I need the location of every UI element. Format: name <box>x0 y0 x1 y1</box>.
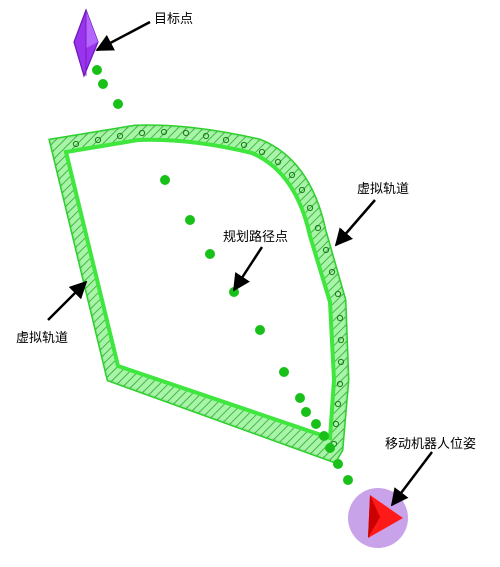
track-marker <box>258 148 266 156</box>
label-planned-path-points: 规划路径点 <box>223 229 288 245</box>
label-virtual-track-left: 虚拟轨道 <box>16 331 68 346</box>
annotation-arrows <box>47 20 433 507</box>
path-point <box>279 367 289 377</box>
path-point <box>325 443 335 453</box>
track-marker <box>182 129 190 137</box>
track-marker <box>336 380 344 388</box>
track-marker <box>94 136 102 144</box>
track-marker <box>306 204 314 212</box>
track-marker <box>337 336 345 344</box>
path-point <box>343 475 353 485</box>
track-marker <box>334 400 342 408</box>
arrow-robot <box>390 451 433 507</box>
path-point <box>255 325 265 335</box>
track-marker <box>336 314 344 322</box>
virtual-track-markers <box>72 128 345 448</box>
track-marker <box>337 358 345 366</box>
path-point <box>319 431 329 441</box>
track-marker <box>274 158 282 166</box>
track-marker <box>332 420 340 428</box>
track-marker <box>322 246 330 254</box>
track-marker <box>72 140 80 148</box>
path-point <box>301 407 311 417</box>
path-point <box>185 215 195 225</box>
track-marker <box>334 290 342 298</box>
path-point <box>333 459 343 469</box>
path-point <box>92 65 102 75</box>
path-point <box>311 419 321 429</box>
arrow-track-right <box>334 199 376 247</box>
track-marker <box>328 268 336 276</box>
track-marker <box>160 128 168 136</box>
track-marker <box>222 136 230 144</box>
arrow-track-left <box>47 280 88 321</box>
label-virtual-track-right: 虚拟轨道 <box>357 182 409 197</box>
track-marker <box>314 224 322 232</box>
path-point <box>98 79 108 89</box>
label-target-point: 目标点 <box>154 12 193 27</box>
arrow-target <box>95 20 151 52</box>
track-marker <box>116 132 124 140</box>
virtual-track-interior <box>63 137 337 441</box>
path-point <box>160 175 170 185</box>
track-marker <box>240 141 248 149</box>
target-diamond-icon <box>73 8 99 78</box>
track-marker <box>288 171 296 179</box>
track-marker <box>202 132 210 140</box>
path-point <box>113 99 123 109</box>
path-point <box>295 393 305 403</box>
track-marker <box>298 186 306 194</box>
virtual-track <box>48 124 350 464</box>
planned-path-points <box>92 65 353 485</box>
label-robot-pose: 移动机器人位姿 <box>385 436 476 452</box>
path-point <box>205 249 215 259</box>
arrow-path-points <box>232 246 264 292</box>
track-marker <box>138 129 146 137</box>
